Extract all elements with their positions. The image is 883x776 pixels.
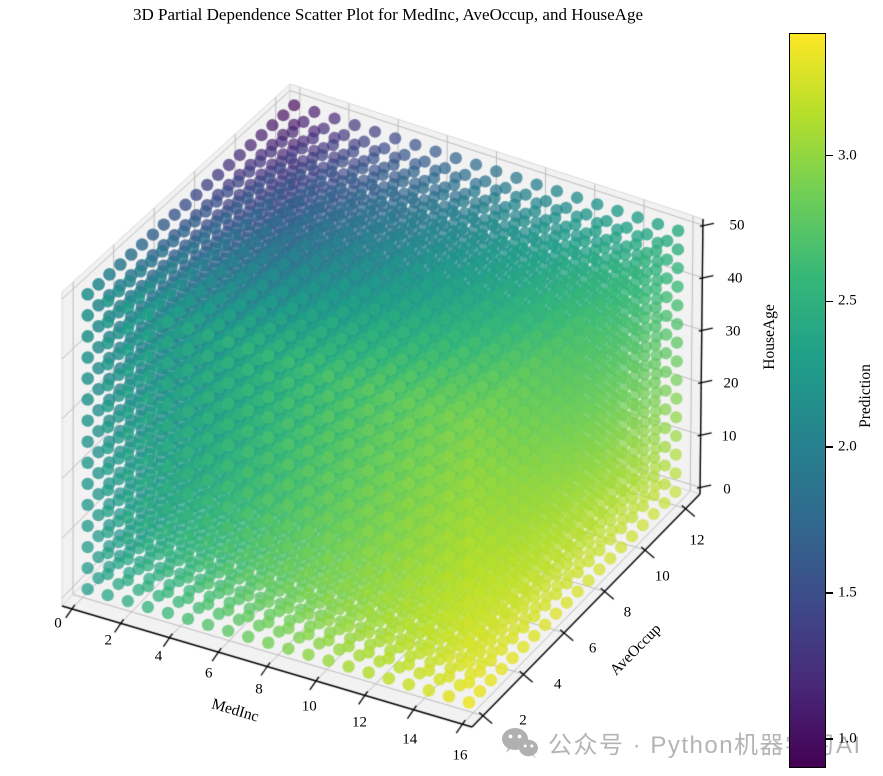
colorbar-tick-label: 1.0 (838, 730, 857, 747)
colorbar-axis-label: Prediction (857, 364, 874, 428)
colorbar-tick-label: 1.5 (838, 584, 857, 601)
colorbar-tick-label: 2.0 (838, 438, 857, 455)
colorbar-tick (826, 738, 833, 740)
colorbar-tick-label: 2.5 (838, 292, 857, 309)
colorbar-tick (826, 154, 833, 157)
colorbar-tick (826, 300, 833, 303)
colorbar-tick (826, 446, 833, 448)
colorbar (789, 33, 826, 768)
colorbar-tick (826, 592, 833, 594)
colorbar-tick-label: 3.0 (838, 147, 857, 163)
